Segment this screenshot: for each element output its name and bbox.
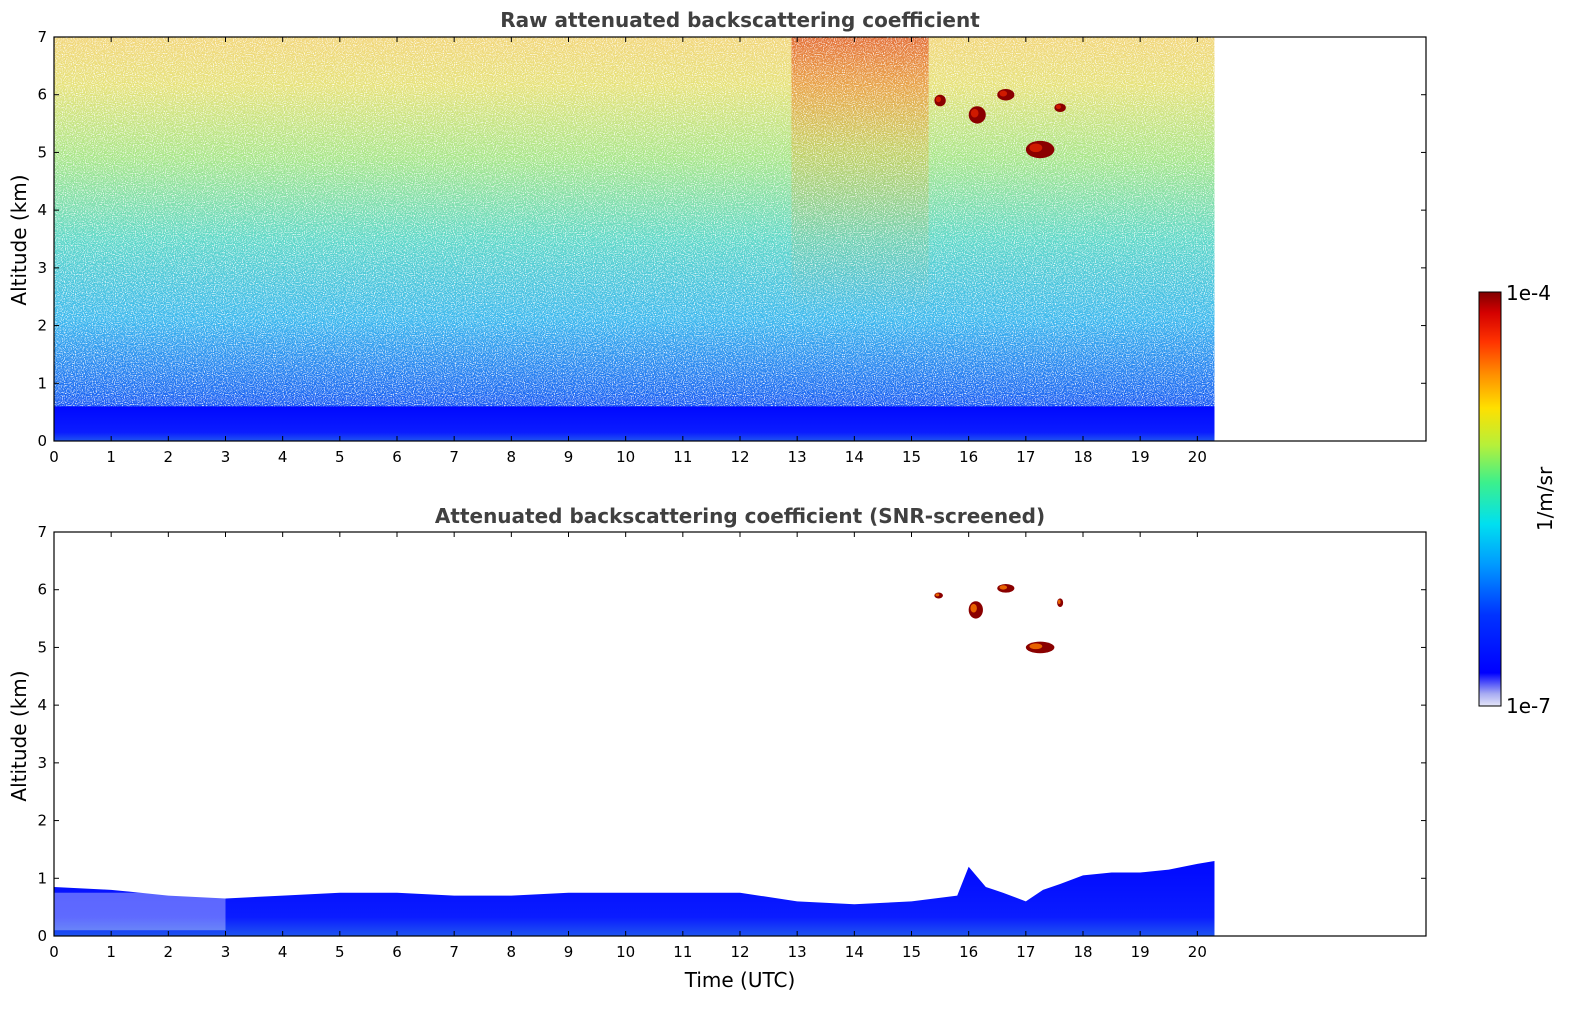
panel2-xtick-label: 10 [616, 943, 635, 961]
panel1-cloud-3-core [999, 90, 1008, 97]
panel1-ytick-label: 7 [37, 28, 47, 46]
panel1-xtick-label: 12 [730, 448, 749, 466]
panel2-cloud-1-core [935, 593, 940, 597]
panel1-cloud-1-core [935, 96, 941, 103]
colorbar: 1e-4 1e-7 1/m/sr [1478, 281, 1557, 718]
panel1-xtick-label: 6 [392, 448, 402, 466]
panel2-cloud-5-core [1057, 599, 1061, 604]
panel2-ytick-label: 1 [37, 869, 47, 887]
panel1-xtick-label: 15 [902, 448, 921, 466]
panel1-ytick-label: 2 [37, 317, 47, 335]
panel1-xtick-label: 17 [1016, 448, 1035, 466]
panel1-xtick-label: 19 [1131, 448, 1150, 466]
panel2-xtick-label: 5 [335, 943, 345, 961]
panel1-xtick-label: 7 [449, 448, 459, 466]
panel2-xtick-label: 20 [1188, 943, 1207, 961]
colorbar-min-label: 1e-7 [1506, 694, 1551, 718]
panel1-xtick-label: 16 [959, 448, 978, 466]
panel2-xtick-label: 3 [221, 943, 231, 961]
panel1-xtick-label: 18 [1073, 448, 1092, 466]
panel2-xtick-label: 2 [164, 943, 174, 961]
panel1-ytick-label: 0 [37, 432, 47, 450]
panel2-title: Attenuated backscattering coefficient (S… [435, 504, 1045, 528]
panel1-xtick-label: 3 [221, 448, 231, 466]
colorbar-max-label: 1e-4 [1506, 281, 1551, 305]
panel2-ytick-label: 0 [37, 927, 47, 945]
panel2-cloud-2-core [970, 603, 977, 613]
panel1-xtick-label: 2 [164, 448, 174, 466]
panel2-ytick-label: 5 [37, 638, 47, 656]
panel1-xtick-label: 11 [673, 448, 692, 466]
panel2-xtick-label: 7 [449, 943, 459, 961]
panel1-title: Raw attenuated backscattering coefficien… [500, 8, 980, 32]
colorbar-gradient [1478, 291, 1502, 707]
panel2-xlabel: Time (UTC) [684, 968, 796, 992]
panel2-xtick-label: 4 [278, 943, 288, 961]
panel1-xtick-label: 4 [278, 448, 288, 466]
panel2-xtick-label: 19 [1131, 943, 1150, 961]
panel2-xtick-label: 8 [507, 943, 517, 961]
panel2-xtick-label: 14 [845, 943, 864, 961]
panel1-ytick-label: 1 [37, 374, 47, 392]
panel1-cloud-5-core [1055, 104, 1061, 109]
panel2-early-haze [54, 892, 226, 931]
panel1-xtick-label: 13 [788, 448, 807, 466]
panel1-xtick-label: 8 [507, 448, 517, 466]
panel2-ytick-label: 3 [37, 754, 47, 772]
panel2-xtick-label: 16 [959, 943, 978, 961]
panel2-xtick-label: 9 [564, 943, 574, 961]
panel2-xtick-label: 12 [730, 943, 749, 961]
panel2-ylabel: Altitude (km) [7, 670, 31, 801]
panel2-data-layer [54, 583, 1215, 936]
panel2-xtick-label: 15 [902, 943, 921, 961]
panel2-boundary-layer [54, 860, 1215, 936]
panel2-frame [53, 531, 1427, 937]
panel1-xtick-label: 10 [616, 448, 635, 466]
panel2-ytick-label: 6 [37, 581, 47, 599]
panel2-ytick-label: 7 [37, 523, 47, 541]
panel1-cloud-4-core [1029, 143, 1043, 153]
panel1-ytick-label: 6 [37, 86, 47, 104]
panel1-xtick-label: 0 [49, 448, 59, 466]
panel1-data-layer [54, 37, 1215, 441]
panel2-cloud-4-core [1029, 643, 1043, 650]
panel1-cloud-2-core [970, 108, 979, 118]
panel2-ytick-label: 2 [37, 812, 47, 830]
panel1-ytick-label: 4 [37, 201, 47, 219]
panel2-xtick-label: 18 [1073, 943, 1092, 961]
panel1-noise-speckle [54, 37, 1215, 416]
panel1-xtick-label: 14 [845, 448, 864, 466]
panel1-ylabel: Altitude (km) [7, 174, 31, 305]
panel2-xtick-label: 0 [49, 943, 59, 961]
colorbar-unit-label: 1/m/sr [1533, 466, 1557, 531]
panel2-xtick-label: 17 [1016, 943, 1035, 961]
panel2-xtick-label: 13 [788, 943, 807, 961]
panel2-cloud-3-core [999, 585, 1008, 590]
panel2-xtick-label: 11 [673, 943, 692, 961]
panel2-xtick-label: 1 [106, 943, 116, 961]
panel1-xtick-label: 5 [335, 448, 345, 466]
panel2-xtick-label: 6 [392, 943, 402, 961]
panel1-xtick-label: 9 [564, 448, 574, 466]
panel1-ytick-label: 5 [37, 143, 47, 161]
panel1-boundary-layer [54, 406, 1215, 441]
panel1-xtick-label: 1 [106, 448, 116, 466]
panel1-ytick-label: 3 [37, 259, 47, 277]
panel1-xtick-label: 20 [1188, 448, 1207, 466]
panel2-ytick-label: 4 [37, 696, 47, 714]
